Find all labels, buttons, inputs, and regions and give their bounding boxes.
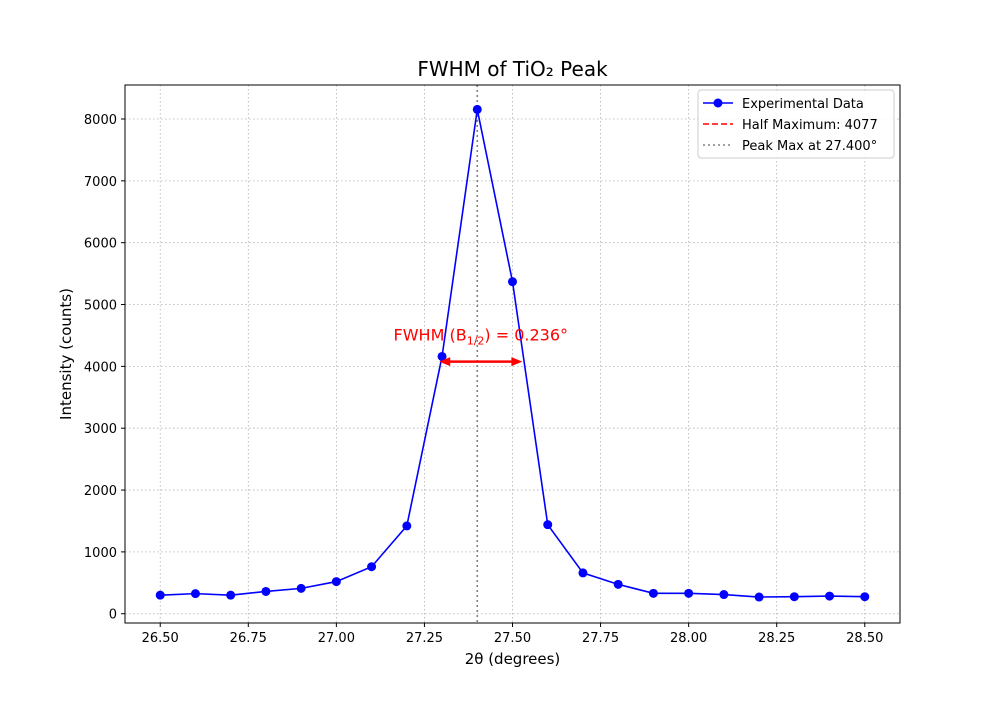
legend-label-peak-max: Peak Max at 27.400° [742, 139, 877, 154]
y-tick-label: 0 [109, 608, 117, 623]
data-point [155, 590, 165, 600]
fwhm-arrow-head-left [439, 357, 451, 367]
x-tick-label: 27.00 [318, 631, 355, 646]
fwhm-annotation: FWHM (B1/2) = 0.236° [394, 325, 568, 347]
y-tick-label: 5000 [84, 299, 117, 314]
data-point [684, 588, 694, 598]
data-point [648, 588, 658, 598]
data-point [226, 590, 236, 600]
data-point [543, 520, 553, 530]
legend-label-half-maximum: Half Maximum: 4077 [742, 118, 878, 133]
y-tick-label: 1000 [84, 546, 117, 561]
series-layer [155, 85, 870, 623]
data-point [367, 562, 377, 572]
fwhm-annotation-suffix: ) = 0.236° [484, 325, 568, 344]
y-tick-label: 2000 [84, 484, 117, 499]
chart-title: FWHM of TiO₂ Peak [417, 57, 608, 81]
x-axis-label: 2θ (degrees) [465, 650, 561, 668]
fwhm-annotation-prefix: FWHM (B [394, 325, 467, 344]
data-point [789, 592, 799, 602]
fwhm-annotation-subscript: 1/2 [467, 334, 485, 347]
x-tick-label: 27.75 [582, 631, 619, 646]
data-point [754, 592, 764, 602]
data-point [296, 583, 306, 593]
data-point [261, 586, 271, 596]
x-tick-label: 27.50 [494, 631, 531, 646]
data-point [578, 568, 588, 578]
data-point [472, 104, 482, 114]
x-tick-label: 28.00 [670, 631, 707, 646]
y-tick-label: 4000 [84, 360, 117, 375]
data-point [190, 589, 200, 599]
data-point [508, 277, 517, 287]
ticks: 26.50 26.75 27.00 27.25 27.50 27.75 28.00 28.25… [84, 113, 883, 646]
legend: Experimental Data Half Maximum: 4077 Pea… [697, 89, 895, 159]
data-point [825, 591, 835, 601]
data-point [402, 521, 412, 531]
x-tick-label: 28.25 [758, 631, 795, 646]
data-point [860, 592, 870, 602]
data-point [437, 351, 447, 361]
x-tick-label: 28.50 [846, 631, 883, 646]
x-tick-label: 26.75 [230, 631, 267, 646]
grid [125, 85, 900, 623]
fwhm-arrow-head-right [511, 357, 523, 367]
data-point [331, 577, 341, 587]
legend-box [697, 89, 895, 159]
legend-marker-experimental [713, 98, 723, 108]
legend-label-experimental: Experimental Data [742, 97, 864, 112]
y-tick-label: 3000 [84, 422, 117, 437]
y-axis-label: Intensity (counts) [57, 288, 75, 420]
data-point [719, 590, 729, 600]
x-tick-label: 26.50 [142, 631, 179, 646]
y-tick-label: 8000 [84, 113, 117, 128]
y-tick-label: 7000 [84, 175, 117, 190]
x-tick-label: 27.25 [406, 631, 443, 646]
y-tick-label: 6000 [84, 237, 117, 252]
data-point [613, 579, 623, 589]
